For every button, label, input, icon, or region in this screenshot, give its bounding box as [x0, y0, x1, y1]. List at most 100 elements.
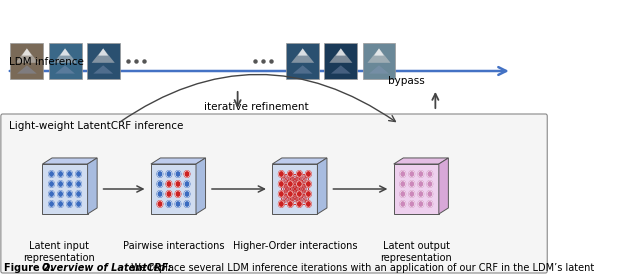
Circle shape	[58, 201, 63, 207]
Polygon shape	[292, 65, 312, 74]
Circle shape	[278, 171, 284, 177]
Circle shape	[67, 181, 72, 187]
Circle shape	[175, 201, 180, 207]
Polygon shape	[273, 164, 317, 214]
Polygon shape	[151, 158, 205, 164]
Circle shape	[287, 171, 293, 177]
Circle shape	[157, 191, 163, 197]
Circle shape	[175, 191, 180, 197]
Circle shape	[427, 181, 433, 187]
Text: bypass: bypass	[387, 76, 424, 86]
Circle shape	[49, 171, 54, 177]
Circle shape	[76, 171, 81, 177]
Circle shape	[76, 181, 81, 187]
Polygon shape	[151, 164, 196, 214]
Polygon shape	[394, 158, 449, 164]
Circle shape	[287, 181, 293, 187]
Circle shape	[157, 181, 163, 187]
Polygon shape	[394, 164, 439, 214]
Circle shape	[184, 191, 189, 197]
Text: Higher-Order interactions: Higher-Order interactions	[232, 241, 357, 251]
Circle shape	[427, 171, 433, 177]
Circle shape	[49, 201, 54, 207]
Text: Figure 2.: Figure 2.	[4, 263, 54, 273]
Text: We replace several LDM inference iterations with an application of our CRF in th: We replace several LDM inference iterati…	[129, 263, 595, 273]
Circle shape	[400, 171, 406, 177]
Circle shape	[67, 201, 72, 207]
Text: Pairwise interactions: Pairwise interactions	[123, 241, 224, 251]
Circle shape	[58, 171, 63, 177]
Polygon shape	[54, 48, 77, 63]
Text: Overview of LatentCRF:: Overview of LatentCRF:	[42, 263, 171, 273]
Circle shape	[296, 181, 302, 187]
FancyBboxPatch shape	[1, 114, 547, 273]
FancyBboxPatch shape	[324, 43, 357, 79]
Polygon shape	[17, 65, 36, 74]
Circle shape	[58, 181, 63, 187]
FancyBboxPatch shape	[10, 43, 44, 79]
Circle shape	[306, 191, 311, 197]
Circle shape	[76, 191, 81, 197]
Circle shape	[409, 171, 415, 177]
Circle shape	[427, 201, 433, 207]
Polygon shape	[369, 65, 389, 74]
Circle shape	[166, 181, 172, 187]
Circle shape	[409, 191, 415, 197]
Circle shape	[58, 191, 63, 197]
Circle shape	[175, 181, 180, 187]
Circle shape	[400, 191, 406, 197]
FancyBboxPatch shape	[362, 43, 396, 79]
Circle shape	[184, 181, 189, 187]
Circle shape	[76, 201, 81, 207]
FancyBboxPatch shape	[49, 43, 81, 79]
Polygon shape	[439, 158, 449, 214]
Polygon shape	[374, 48, 384, 56]
Polygon shape	[317, 158, 327, 214]
Polygon shape	[42, 158, 97, 164]
Text: iterative refinement: iterative refinement	[204, 102, 308, 112]
Circle shape	[306, 171, 311, 177]
Circle shape	[296, 191, 302, 197]
Circle shape	[418, 171, 424, 177]
Polygon shape	[196, 158, 205, 214]
Polygon shape	[42, 164, 88, 214]
Polygon shape	[22, 48, 32, 56]
Circle shape	[184, 201, 189, 207]
Polygon shape	[88, 158, 97, 214]
Circle shape	[287, 201, 293, 207]
Circle shape	[418, 181, 424, 187]
Circle shape	[287, 191, 293, 197]
Circle shape	[67, 191, 72, 197]
Polygon shape	[331, 65, 351, 74]
Circle shape	[157, 201, 163, 207]
Circle shape	[296, 171, 302, 177]
Circle shape	[49, 181, 54, 187]
Circle shape	[278, 181, 284, 187]
Polygon shape	[367, 48, 390, 63]
Circle shape	[278, 201, 284, 207]
Polygon shape	[330, 48, 353, 63]
Text: Latent output
representation: Latent output representation	[380, 241, 452, 263]
Polygon shape	[99, 48, 108, 56]
Circle shape	[166, 201, 172, 207]
Circle shape	[418, 191, 424, 197]
Polygon shape	[55, 65, 75, 74]
Text: Light-weight LatentCRF inference: Light-weight LatentCRF inference	[9, 121, 183, 131]
Circle shape	[296, 201, 302, 207]
Circle shape	[409, 201, 415, 207]
Circle shape	[166, 191, 172, 197]
Polygon shape	[92, 48, 115, 63]
Polygon shape	[273, 158, 327, 164]
Circle shape	[278, 191, 284, 197]
Polygon shape	[93, 65, 113, 74]
Circle shape	[400, 201, 406, 207]
Circle shape	[400, 181, 406, 187]
Circle shape	[67, 171, 72, 177]
Text: Latent input
representation: Latent input representation	[23, 241, 95, 263]
Circle shape	[49, 191, 54, 197]
Text: LDM inference: LDM inference	[9, 57, 84, 67]
Circle shape	[306, 201, 311, 207]
Circle shape	[427, 191, 433, 197]
Circle shape	[306, 181, 311, 187]
Polygon shape	[15, 48, 38, 63]
